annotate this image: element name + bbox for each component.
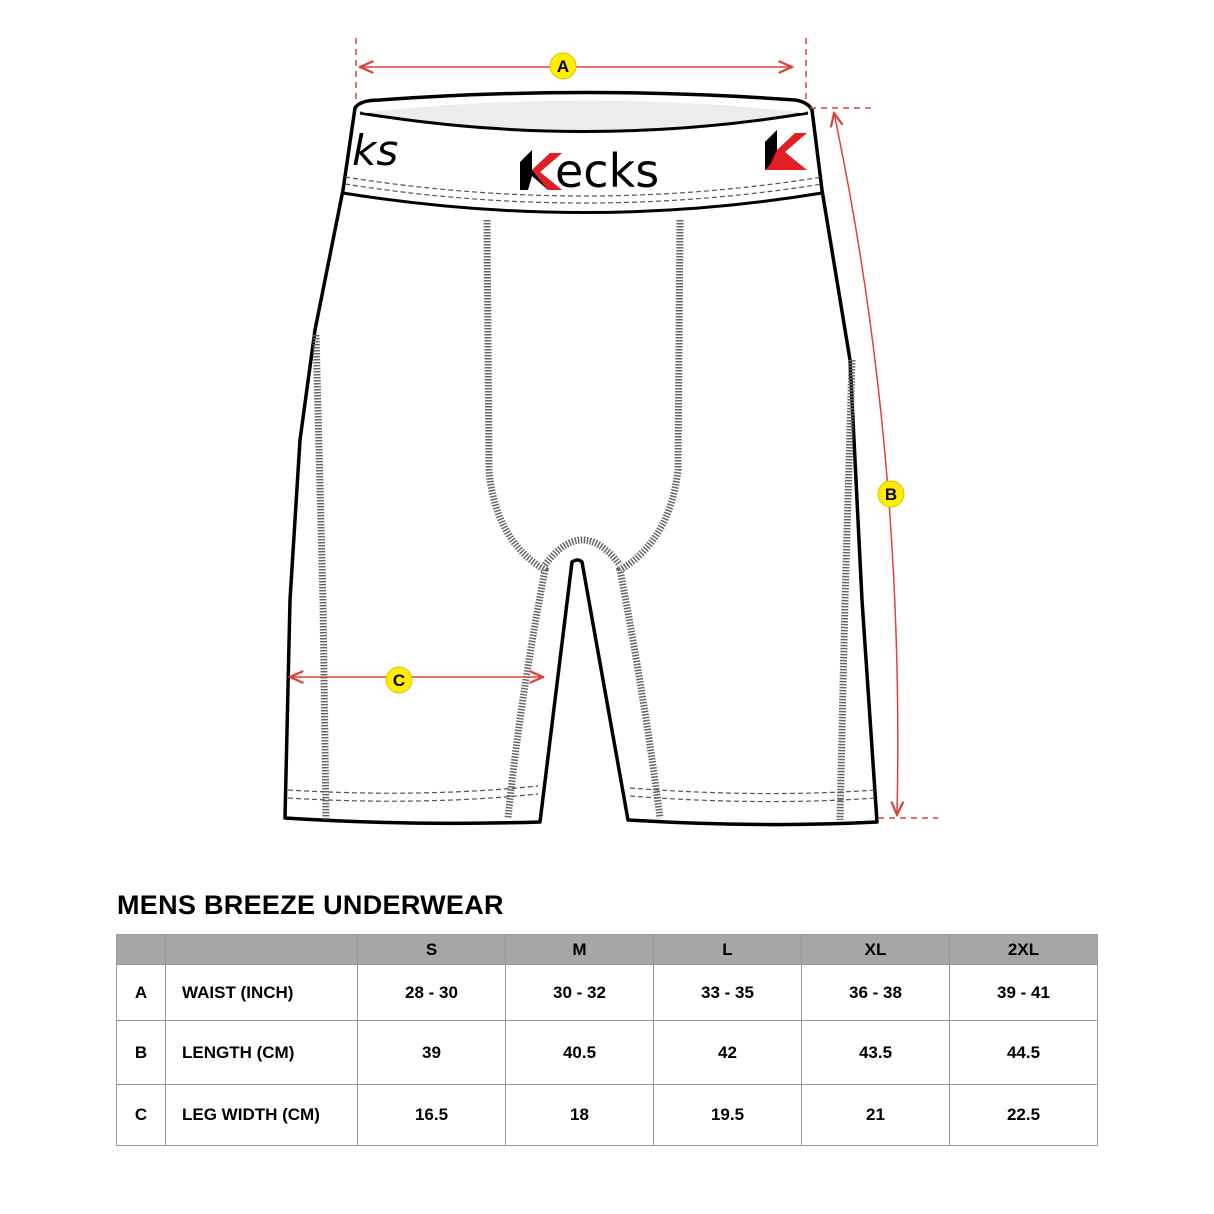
measure-b <box>810 107 938 819</box>
svg-text:ks: ks <box>352 126 398 175</box>
row-key: C <box>116 1084 166 1146</box>
cell: 40.5 <box>505 1020 654 1085</box>
row-label: LEG WIDTH (CM) <box>165 1084 358 1146</box>
shorts-outline <box>283 90 879 827</box>
marker-a: A <box>549 52 577 80</box>
cell: 39 <box>357 1020 506 1085</box>
cell: 19.5 <box>653 1084 802 1146</box>
measure-a <box>355 38 807 100</box>
row-label: WAIST (INCH) <box>165 964 358 1021</box>
marker-b: B <box>877 480 905 508</box>
cell: 22.5 <box>949 1084 1098 1146</box>
row-key: A <box>116 964 166 1021</box>
table-row: B LENGTH (CM) 39 40.5 42 43.5 44.5 <box>116 1020 1098 1085</box>
row-key: B <box>116 1020 166 1085</box>
table-row: C LEG WIDTH (CM) 16.5 18 19.5 21 22.5 <box>116 1084 1098 1146</box>
svg-text:C: C <box>393 671 405 690</box>
header-size: M <box>505 934 654 965</box>
cell: 44.5 <box>949 1020 1098 1085</box>
header-measurement <box>165 934 358 965</box>
cell: 21 <box>801 1084 950 1146</box>
marker-c: C <box>385 666 413 694</box>
size-chart-table: S M L XL 2XL A WAIST (INCH) 28 - 30 30 -… <box>116 934 1098 1146</box>
cell: 16.5 <box>357 1084 506 1146</box>
cell: 36 - 38 <box>801 964 950 1021</box>
size-chart-title: MENS BREEZE UNDERWEAR <box>117 890 504 920</box>
header-key <box>116 934 166 965</box>
cell: 28 - 30 <box>357 964 506 1021</box>
shorts-measurement-diagram: ecks ks A B C <box>283 38 938 827</box>
row-label: LENGTH (CM) <box>165 1020 358 1085</box>
svg-text:B: B <box>885 485 897 504</box>
cell: 30 - 32 <box>505 964 654 1021</box>
header-size: S <box>357 934 506 965</box>
header-size: XL <box>801 934 950 965</box>
brand-logo: ecks ks <box>352 126 807 198</box>
svg-text:ecks: ecks <box>555 144 659 198</box>
cell: 33 - 35 <box>653 964 802 1021</box>
cell: 18 <box>505 1084 654 1146</box>
cell: 39 - 41 <box>949 964 1098 1021</box>
table-header-row: S M L XL 2XL <box>116 934 1098 965</box>
header-size: L <box>653 934 802 965</box>
header-size: 2XL <box>949 934 1098 965</box>
cell: 42 <box>653 1020 802 1085</box>
table-row: A WAIST (INCH) 28 - 30 30 - 32 33 - 35 3… <box>116 964 1098 1021</box>
waistband-stitching <box>344 176 823 204</box>
cell: 43.5 <box>801 1020 950 1085</box>
svg-text:A: A <box>557 57 569 76</box>
